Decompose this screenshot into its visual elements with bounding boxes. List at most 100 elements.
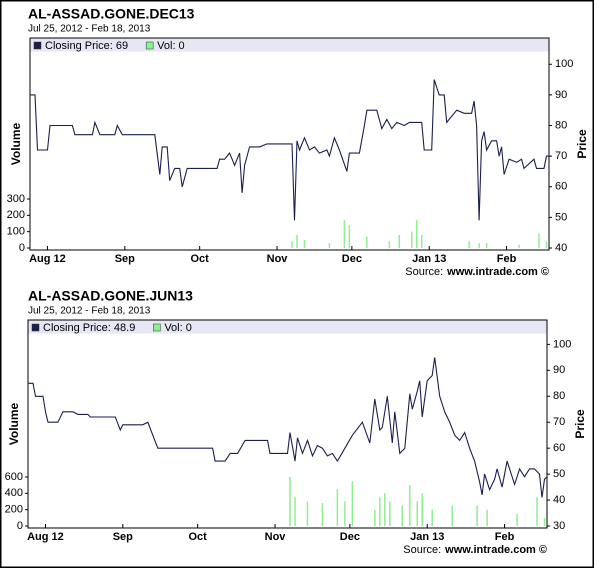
y2-tick-label: 80 — [555, 119, 567, 131]
volume-bar — [485, 243, 488, 248]
volume-bar — [468, 241, 470, 248]
volume-bar — [379, 497, 381, 526]
source-label: Source: — [405, 266, 443, 278]
x-tick-label: Dec — [342, 253, 362, 265]
volume-bar — [389, 501, 391, 526]
legend-swatch — [153, 323, 161, 332]
volume-bar — [536, 497, 538, 526]
x-tick-label: Feb — [497, 253, 517, 265]
legend-band — [30, 38, 549, 52]
volume-bar — [388, 241, 391, 248]
source: www.intrade.com © — [446, 266, 549, 278]
y-tick-label: 600 — [5, 471, 23, 483]
volume-bar — [328, 243, 331, 248]
y2-tick-label: 80 — [553, 390, 565, 402]
y2-tick-label: 100 — [553, 338, 571, 350]
volume-bar — [344, 501, 346, 526]
y-tick-label: 0 — [17, 520, 23, 532]
volume-bar — [336, 489, 339, 526]
y-tick-label: 100 — [7, 226, 25, 238]
y-tick-label: 400 — [5, 487, 23, 499]
y2-tick-label: 60 — [553, 442, 565, 454]
volume-bar — [296, 234, 298, 248]
x-tick-label: Jan 13 — [412, 253, 446, 265]
chart-title: AL-ASSAD.GONE.DEC13 — [28, 6, 195, 22]
volume-bar — [401, 505, 404, 526]
volume-bar — [516, 513, 518, 526]
legend-label: Vol: 0 — [157, 40, 185, 52]
y2-axis-label: Price — [575, 129, 589, 159]
x-tick-label: Dec — [340, 531, 360, 543]
volume-bar — [366, 236, 368, 248]
y-tick-label: 0 — [19, 242, 25, 254]
volume-bar — [420, 234, 423, 248]
price-line — [30, 79, 549, 221]
x-tick-label: Oct — [191, 253, 210, 265]
x-tick-label: Sep — [115, 253, 135, 265]
x-tick-label: Sep — [113, 531, 133, 543]
x-tick-label: Nov — [267, 253, 289, 265]
y2-tick-label: 90 — [555, 89, 567, 101]
volume-bar — [411, 231, 413, 248]
chart-subtitle: Jul 25, 2012 - Feb 18, 2013 — [28, 24, 151, 35]
volume-bar — [306, 501, 309, 526]
price-line — [28, 357, 548, 498]
x-tick-label: Aug 12 — [27, 531, 64, 543]
y-axis-label: Volume — [7, 402, 21, 445]
volume-bar — [476, 505, 478, 526]
y2-tick-label: 40 — [553, 494, 565, 506]
y2-tick-label: 60 — [555, 181, 567, 193]
volume-bar — [409, 485, 411, 526]
volume-bar — [431, 509, 433, 526]
legend-label: Vol: 0 — [164, 322, 192, 334]
legend-label: Closing Price: 69 — [45, 40, 128, 52]
volume-bar — [543, 517, 546, 526]
y2-tick-label: 70 — [553, 416, 565, 428]
y2-tick-label: 50 — [553, 468, 565, 480]
y-tick-label: 300 — [7, 193, 25, 205]
source: www.intrade.com © — [444, 544, 547, 556]
volume-bar — [289, 476, 291, 526]
volume-bar — [451, 505, 453, 526]
legend-swatch — [33, 41, 42, 50]
volume-bar — [518, 244, 520, 248]
y2-axis-label: Price — [573, 409, 587, 439]
volume-bar — [374, 509, 376, 526]
y2-tick-label: 50 — [555, 211, 567, 223]
y-tick-label: 200 — [5, 504, 23, 516]
y-axis-label: Volume — [9, 122, 23, 165]
y2-tick-label: 30 — [553, 520, 565, 532]
volume-bar — [384, 493, 386, 526]
y-tick-label: 200 — [7, 209, 25, 221]
x-tick-label: Aug 12 — [29, 253, 66, 265]
volume-bar — [321, 503, 324, 526]
legend-swatch — [145, 41, 154, 50]
volume-bar — [416, 501, 418, 526]
y2-tick-label: 90 — [553, 364, 565, 376]
x-tick-label: Nov — [265, 531, 287, 543]
legend-label: Closing Price: 48.9 — [43, 322, 135, 334]
x-tick-label: Jan 13 — [410, 531, 444, 543]
x-tick-label: Oct — [189, 531, 208, 543]
volume-bar — [538, 233, 540, 248]
volume-bar — [421, 493, 423, 526]
plot-area — [27, 319, 548, 529]
volume-bar — [478, 243, 480, 248]
volume-bar — [545, 241, 548, 248]
x-tick-label: Feb — [495, 531, 515, 543]
chart-subtitle: Jul 25, 2012 - Feb 18, 2013 — [28, 306, 151, 317]
volume-bar — [291, 241, 293, 248]
volume-bar — [351, 481, 354, 526]
volume-bar — [486, 509, 488, 526]
volume-bar — [343, 220, 346, 248]
y2-tick-label: 100 — [555, 58, 573, 70]
source-label: Source: — [403, 544, 441, 556]
y2-tick-label: 70 — [555, 150, 567, 162]
chart-title: AL-ASSAD.GONE.JUN13 — [28, 288, 193, 304]
volume-bar — [398, 234, 401, 248]
legend-swatch — [31, 323, 40, 332]
y2-tick-label: 40 — [555, 242, 567, 254]
volume-bar — [348, 225, 351, 248]
volume-bar — [294, 497, 296, 526]
